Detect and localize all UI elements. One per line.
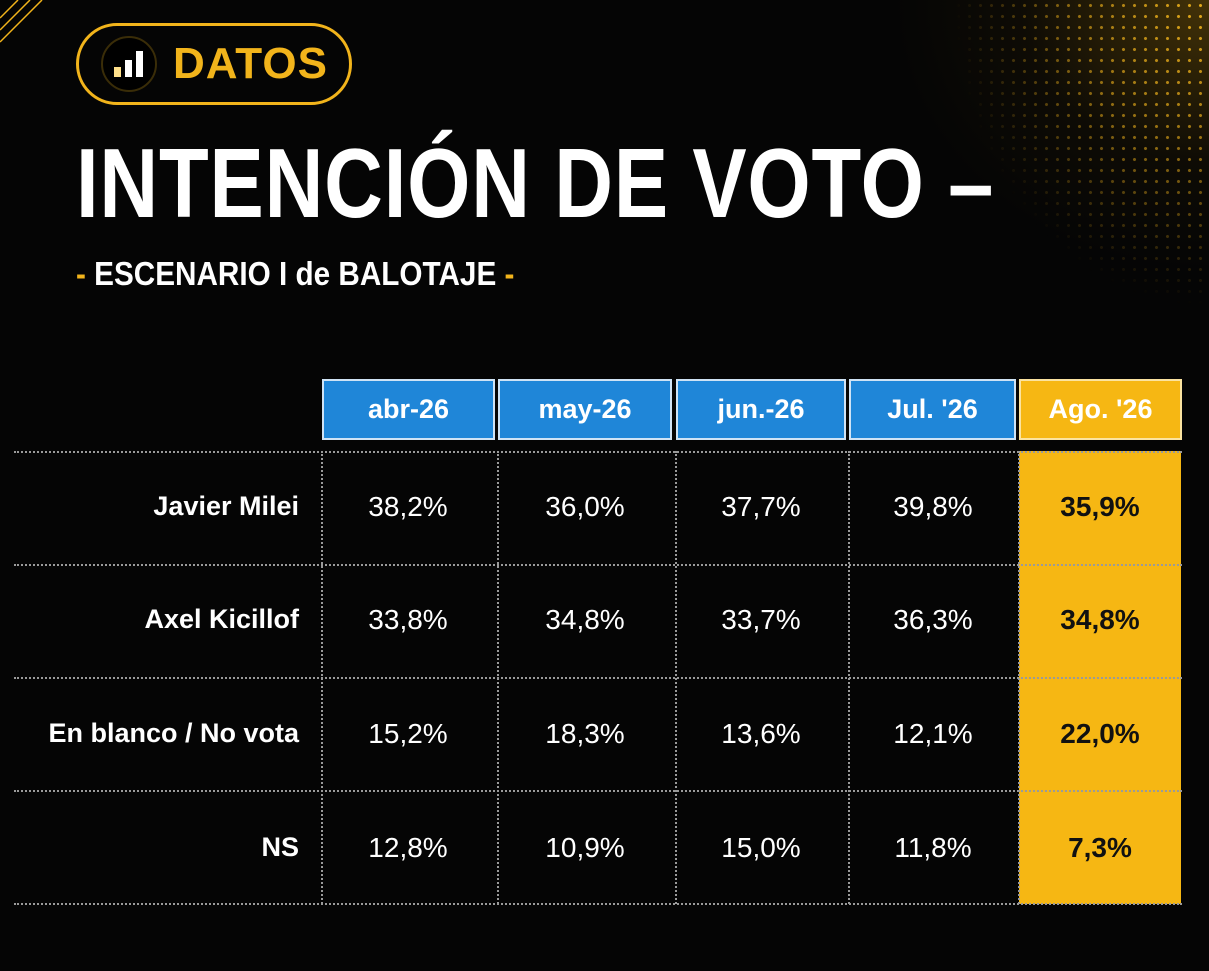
- subtitle-right-dash: -: [504, 255, 515, 292]
- table-cell-highlighted: 35,9%: [1060, 491, 1140, 522]
- page-subtitle: - ESCENARIO I de BALOTAJE -: [76, 252, 514, 296]
- row-label: Axel Kicillof: [144, 604, 299, 634]
- column-divider: [321, 451, 323, 904]
- row-label: En blanco / No vota: [48, 718, 299, 748]
- table-cell: 10,9%: [545, 832, 625, 863]
- row-divider: [14, 451, 1182, 453]
- table-cell-highlighted: 7,3%: [1068, 832, 1132, 863]
- table-cell-highlighted: 22,0%: [1060, 718, 1140, 749]
- table-cell: 15,2%: [368, 718, 448, 749]
- halftone-dots-decoration: [909, 0, 1209, 400]
- column-header: Jul. '26: [849, 379, 1016, 440]
- table-cell: 38,2%: [368, 491, 448, 522]
- table-cell: 12,1%: [893, 718, 973, 749]
- table-cell: 13,6%: [721, 718, 801, 749]
- column-divider: [848, 451, 850, 904]
- table-cell: 11,8%: [894, 832, 972, 863]
- table-cell: 39,8%: [893, 491, 973, 522]
- table-cell: 18,3%: [545, 718, 625, 749]
- subtitle-left-dash: -: [76, 255, 86, 292]
- bar-chart-icon: [101, 36, 157, 92]
- column-header: abr-26: [322, 379, 495, 440]
- corner-lines-decoration: [0, 0, 43, 43]
- column-divider: [675, 451, 677, 904]
- row-divider: [14, 903, 1182, 905]
- table-cell: 36,3%: [893, 604, 973, 635]
- column-header-highlighted: Ago. '26: [1019, 379, 1182, 440]
- row-divider: [14, 790, 1182, 792]
- column-header: may-26: [498, 379, 672, 440]
- column-header: jun.-26: [676, 379, 846, 440]
- row-label: Javier Milei: [153, 491, 299, 521]
- row-divider: [14, 677, 1182, 679]
- column-divider: [1018, 451, 1020, 904]
- row-divider: [14, 564, 1182, 566]
- subtitle-text: ESCENARIO I de BALOTAJE: [94, 255, 497, 292]
- table-cell: 34,8%: [545, 604, 625, 635]
- column-divider: [497, 451, 499, 904]
- datos-badge: DATOS: [76, 23, 352, 105]
- table-cell: 15,0%: [721, 832, 801, 863]
- row-label: NS: [261, 832, 299, 862]
- table-cell: 12,8%: [368, 832, 448, 863]
- badge-label: DATOS: [173, 39, 328, 88]
- table-cell: 37,7%: [721, 491, 801, 522]
- table-cell-highlighted: 34,8%: [1060, 604, 1140, 635]
- table-cell: 33,8%: [368, 604, 448, 635]
- table-cell: 36,0%: [545, 491, 625, 522]
- table-cell: 33,7%: [721, 604, 801, 635]
- page-title: INTENCIÓN DE VOTO –: [76, 128, 995, 238]
